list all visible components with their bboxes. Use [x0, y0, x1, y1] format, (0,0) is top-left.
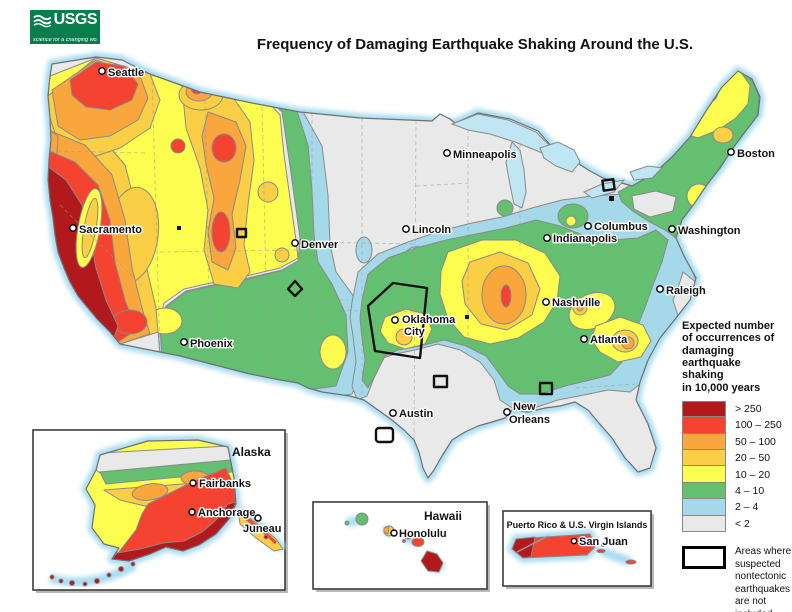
city-boston: Boston [727, 147, 777, 161]
svg-text:Honolulu: Honolulu [399, 528, 447, 540]
city-washington: Washington [668, 224, 742, 238]
aleutian-islands [49, 561, 136, 587]
legend-item: < 2 [682, 515, 792, 532]
puerto-rico-inset: Puerto Rico & U.S. Virgin Islands San Ju… [502, 510, 654, 589]
legend-scale: > 250 100 – 250 50 – 100 20 – 50 10 – 20… [682, 400, 792, 532]
legend-swatch-50-100 [682, 433, 726, 451]
city-nashville: Nashville [542, 296, 602, 310]
map-title: Frequency of Damaging Earthquake Shaking… [256, 36, 694, 53]
city-honolulu: Honolulu [390, 527, 448, 541]
svg-text:Atlanta: Atlanta [590, 334, 628, 346]
legend-item: 100 – 250 [682, 417, 792, 434]
city-anchorage: Anchorage [188, 506, 257, 520]
svg-text:Phoenix: Phoenix [190, 338, 234, 350]
hawaii-inset: Hawaii Honolulu [312, 501, 490, 592]
city-seattle: Seattle [98, 66, 145, 80]
svg-text:Indianapolis: Indianapolis [553, 233, 617, 245]
legend-swatch-4-10 [682, 482, 726, 500]
hawaii-inset-title: Hawaii [424, 509, 462, 523]
svg-text:Sacramento: Sacramento [79, 224, 142, 236]
svg-text:Nashville: Nashville [552, 297, 600, 309]
svg-text:Columbus: Columbus [594, 221, 648, 233]
legend-swatch-lt2 [682, 515, 726, 532]
svg-text:New: New [513, 401, 536, 413]
great-lakes [450, 113, 664, 209]
nontectonic-excluded-areas [177, 178, 616, 444]
city-lincoln: Lincoln [402, 223, 453, 237]
svg-text:Boston: Boston [737, 148, 775, 160]
svg-text:Juneau: Juneau [243, 523, 282, 535]
city-columbus: Columbus [584, 220, 649, 234]
city-minneapolis: Minneapolis [443, 148, 518, 162]
city-new-orleans: New Orleans [503, 400, 551, 427]
legend-swatch-2-4 [682, 499, 726, 516]
city-raleigh: Raleigh [656, 284, 707, 298]
city-austin: Austin [389, 407, 435, 421]
legend-item: > 250 [682, 400, 792, 418]
alaska-inset: Alaska Fairbanks Anchorage Juneau [32, 429, 288, 593]
svg-text:Washington: Washington [678, 225, 741, 237]
svg-text:San Juan: San Juan [579, 536, 628, 548]
usgs-logo: USGS science for a changing world [30, 10, 100, 44]
usgs-logo-tagline: science for a changing world [33, 37, 97, 43]
city-denver: Denver [291, 238, 340, 252]
legend-item: 4 – 10 [682, 482, 792, 500]
legend-item: 20 – 50 [682, 450, 792, 467]
svg-text:Denver: Denver [301, 239, 339, 251]
city-fairbanks: Fairbanks [189, 477, 252, 491]
svg-text:Orleans: Orleans [509, 414, 550, 426]
state-boundaries [49, 74, 661, 441]
legend-nontectonic-note: Areas where suspected nontectonic earthq… [682, 546, 792, 612]
legend-item: 10 – 20 [682, 466, 792, 483]
hazard-lt2-pennsylvania [631, 190, 677, 218]
alaska-panhandle [237, 509, 284, 552]
svg-text:Raleigh: Raleigh [666, 285, 706, 297]
legend: Expected number of occurrences of damagi… [682, 320, 792, 612]
legend-swatch-100-250 [682, 417, 726, 434]
svg-text:Lincoln: Lincoln [412, 224, 451, 236]
usgs-wave-icon [33, 14, 52, 27]
city-san-juan: San Juan [570, 535, 630, 549]
svg-text:City: City [404, 326, 426, 338]
svg-text:Anchorage: Anchorage [198, 507, 255, 519]
city-oklahoma-city: Oklahoma City [391, 313, 457, 339]
alaska-inset-title: Alaska [232, 445, 271, 459]
city-sacramento: Sacramento [69, 223, 144, 237]
city-atlanta: Atlanta [580, 333, 630, 347]
svg-text:Fairbanks: Fairbanks [199, 478, 251, 490]
city-juneau: Juneau [242, 514, 283, 536]
svg-text:Oklahoma: Oklahoma [402, 314, 456, 326]
legend-title: Expected number of occurrences of damagi… [682, 320, 775, 394]
nontectonic-area-symbol [682, 546, 726, 569]
puerto-rico-inset-title: Puerto Rico & U.S. Virgin Islands [507, 520, 648, 530]
svg-text:Austin: Austin [399, 408, 434, 420]
svg-text:Seattle: Seattle [108, 67, 144, 79]
legend-item: 50 – 100 [682, 433, 792, 451]
city-markers: Seattle Sacramento Phoenix Denver Lincol… [69, 66, 777, 427]
usgs-logo-text: USGS [53, 11, 98, 28]
legend-swatch-gt250 [682, 400, 726, 418]
city-phoenix: Phoenix [180, 337, 235, 351]
legend-swatch-20-50 [682, 450, 726, 467]
legend-item: 2 – 4 [682, 499, 792, 516]
legend-swatch-10-20 [682, 466, 726, 483]
svg-text:Minneapolis: Minneapolis [453, 149, 517, 161]
city-indianapolis: Indianapolis [543, 232, 619, 246]
